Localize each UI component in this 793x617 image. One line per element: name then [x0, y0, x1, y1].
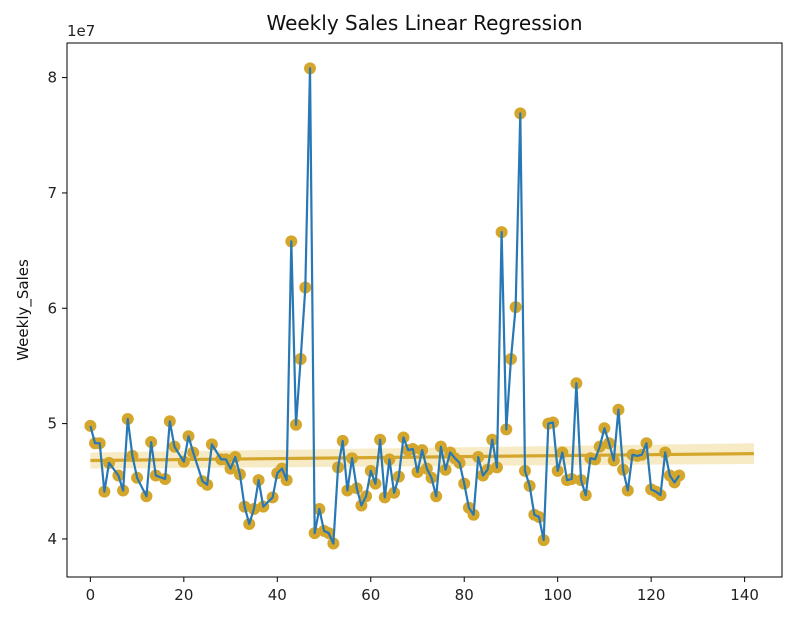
plot-frame: [66, 42, 783, 578]
y-axis-label: Weekly_Sales: [14, 259, 33, 361]
x-tick-label: 40: [268, 586, 287, 604]
y-tick-label: 5: [47, 415, 57, 433]
regression-line: [90, 451, 754, 463]
x-tick-label: 80: [455, 586, 474, 604]
plot-area: [84, 62, 754, 550]
x-tick-label: 140: [730, 586, 759, 604]
x-tick-label: 120: [637, 586, 666, 604]
y-tick-label: 4: [47, 530, 57, 548]
y-tick-label: 7: [47, 184, 57, 202]
x-tick-label: 0: [86, 586, 96, 604]
y-tick-label: 6: [47, 299, 57, 317]
chart-title: Weekly Sales Linear Regression: [266, 11, 582, 35]
y-axis-multiplier-label: 1e7: [67, 22, 95, 40]
x-tick-label: 60: [361, 586, 380, 604]
axis-ticks: 0 20 40 60 80 100 120 140 4 5 6 7 8: [47, 69, 758, 604]
x-tick-label: 20: [174, 586, 193, 604]
x-tick-label: 100: [543, 586, 572, 604]
y-tick-label: 8: [47, 69, 57, 87]
weekly-sales-line: [89, 67, 681, 545]
